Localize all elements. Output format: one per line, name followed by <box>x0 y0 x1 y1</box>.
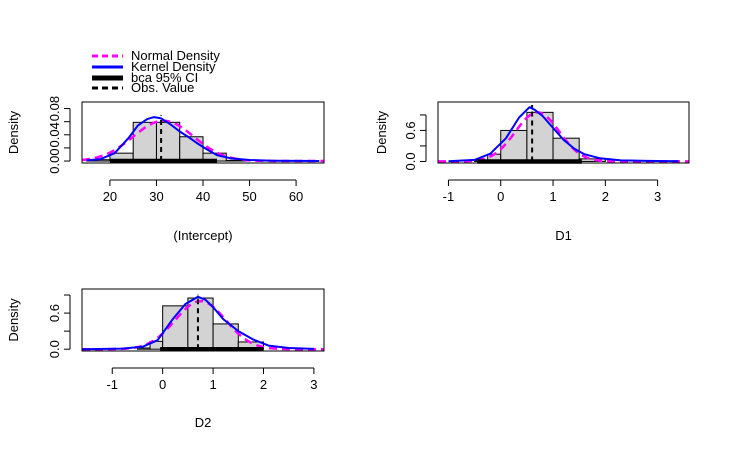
legend-label: Obs. Value <box>131 80 194 95</box>
y-tick-label: 0.00 <box>47 148 62 173</box>
x-tick-label: 30 <box>149 189 163 204</box>
y-axis: 0.0 0.6 <box>403 114 427 170</box>
x-tick-label: 2 <box>602 189 609 204</box>
x-axis-label: D1 <box>555 228 572 243</box>
y-axis: 0.000.040.08 <box>47 96 71 174</box>
x-tick-label: 40 <box>196 189 210 204</box>
legend-label: bca 95% CI <box>131 70 198 85</box>
y-tick-label: 0.6 <box>47 304 62 322</box>
histogram-bars <box>136 297 265 350</box>
plot-frame <box>437 101 690 164</box>
plot-frame <box>81 101 325 164</box>
legend-label: Normal Density <box>131 48 220 63</box>
x-tick-label: 2 <box>260 377 267 392</box>
y-axis-label: Density <box>6 110 21 154</box>
panel-2: -1 0 1 2 3 D1 0.0 0.6 Density <box>374 101 690 243</box>
x-axis-label: D2 <box>195 415 212 430</box>
y-axis-label: Density <box>6 298 21 342</box>
x-tick-label: 20 <box>103 189 117 204</box>
x-tick-label: -1 <box>106 377 118 392</box>
y-tick-label: 0.08 <box>47 96 62 121</box>
y-tick-label: 0.6 <box>403 121 418 139</box>
x-tick-label: 0 <box>159 377 166 392</box>
y-axis-label: Density <box>374 110 389 154</box>
x-tick-label: 3 <box>654 189 661 204</box>
legend-label: Kernel Density <box>131 59 216 74</box>
x-tick-label: 1 <box>549 189 556 204</box>
legend-entry-4: Obs. Value <box>92 80 194 95</box>
panel-1: 20 30 40 50 60 (Intercept) 0.000.040.08 Density <box>6 96 325 243</box>
plot-frame <box>81 288 325 352</box>
x-tick-label: 50 <box>242 189 256 204</box>
x-axis: -1 0 1 2 3 <box>106 367 318 392</box>
kernel-density-line <box>448 106 679 163</box>
kernel-density-line <box>86 116 320 162</box>
legend-entry-1: Normal Density <box>92 48 220 63</box>
y-tick-label: 0.0 <box>403 152 418 170</box>
histogram-bar <box>136 347 151 350</box>
panel-3: -1 0 1 2 3 D2 0.0 0.6 Density <box>6 288 325 430</box>
panels: 20 30 40 50 60(Intercept)0.000.040.08Density… <box>6 96 690 430</box>
x-tick-label: 1 <box>209 377 216 392</box>
x-axis-label: (Intercept) <box>173 228 232 243</box>
x-tick-label: 60 <box>289 189 303 204</box>
x-tick-label: 0 <box>497 189 504 204</box>
y-tick-label: 0.0 <box>47 340 62 358</box>
histogram-bar <box>187 297 214 350</box>
x-tick-label: -1 <box>443 189 455 204</box>
y-axis: 0.0 0.6 <box>47 294 71 358</box>
x-axis: -1 0 1 2 3 <box>443 179 661 204</box>
legend-entry-3: bca 95% CI <box>92 70 198 85</box>
x-tick-label: 3 <box>310 377 317 392</box>
x-axis: 20 30 40 50 60 <box>103 179 303 204</box>
legend-entry-2: Kernel Density <box>92 59 216 74</box>
y-tick-label: 0.04 <box>47 122 62 147</box>
kernel-density-line <box>82 295 314 351</box>
